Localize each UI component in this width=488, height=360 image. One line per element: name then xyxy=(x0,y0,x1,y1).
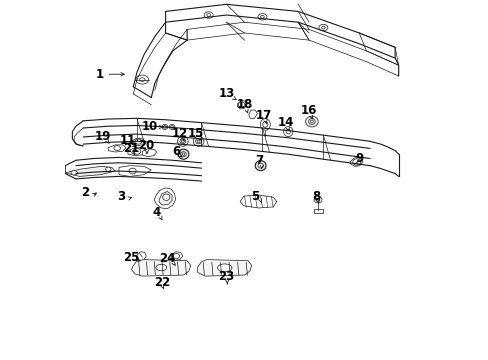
Polygon shape xyxy=(65,166,115,176)
Polygon shape xyxy=(154,188,175,209)
Polygon shape xyxy=(131,260,190,276)
Text: 1: 1 xyxy=(95,68,103,81)
Polygon shape xyxy=(159,192,172,205)
Ellipse shape xyxy=(195,139,201,144)
Polygon shape xyxy=(131,138,144,146)
Text: 9: 9 xyxy=(354,152,363,165)
Text: 14: 14 xyxy=(277,116,293,129)
Text: 17: 17 xyxy=(256,109,272,122)
Text: 25: 25 xyxy=(123,251,140,264)
Text: 15: 15 xyxy=(187,127,204,140)
Ellipse shape xyxy=(162,125,167,130)
Text: 24: 24 xyxy=(159,252,175,265)
Ellipse shape xyxy=(316,198,319,201)
Ellipse shape xyxy=(181,140,184,143)
Ellipse shape xyxy=(182,153,184,156)
Text: 7: 7 xyxy=(254,154,263,167)
Ellipse shape xyxy=(133,148,141,154)
Ellipse shape xyxy=(193,136,203,146)
Polygon shape xyxy=(128,148,145,156)
Text: 5: 5 xyxy=(251,190,259,203)
Ellipse shape xyxy=(258,14,266,20)
Ellipse shape xyxy=(178,149,188,159)
Text: 21: 21 xyxy=(123,142,140,155)
Polygon shape xyxy=(108,145,126,152)
Text: 18: 18 xyxy=(236,98,252,111)
Ellipse shape xyxy=(156,264,166,271)
Text: 4: 4 xyxy=(152,206,161,219)
Ellipse shape xyxy=(258,163,263,168)
Ellipse shape xyxy=(310,120,313,123)
Polygon shape xyxy=(248,110,257,118)
Polygon shape xyxy=(142,149,156,157)
Ellipse shape xyxy=(177,136,188,146)
Ellipse shape xyxy=(318,24,327,31)
Ellipse shape xyxy=(170,126,173,128)
Polygon shape xyxy=(197,260,251,276)
Text: 16: 16 xyxy=(300,104,317,117)
Polygon shape xyxy=(237,100,246,109)
Ellipse shape xyxy=(163,194,169,201)
Text: 10: 10 xyxy=(141,120,157,133)
Bar xyxy=(313,209,322,213)
Ellipse shape xyxy=(308,119,314,125)
Text: 20: 20 xyxy=(138,139,154,152)
Polygon shape xyxy=(171,252,183,260)
Text: 2: 2 xyxy=(81,186,89,199)
Ellipse shape xyxy=(352,159,360,165)
Polygon shape xyxy=(136,252,146,260)
Ellipse shape xyxy=(285,129,290,134)
Ellipse shape xyxy=(206,14,210,17)
Ellipse shape xyxy=(238,102,244,108)
Polygon shape xyxy=(349,158,362,166)
Polygon shape xyxy=(119,166,151,176)
Ellipse shape xyxy=(283,127,292,136)
Ellipse shape xyxy=(260,119,270,130)
Text: 6: 6 xyxy=(172,145,180,158)
Ellipse shape xyxy=(129,168,136,174)
Text: 11: 11 xyxy=(120,134,136,147)
Ellipse shape xyxy=(262,122,267,127)
Ellipse shape xyxy=(136,75,148,84)
Ellipse shape xyxy=(255,161,265,171)
Text: 12: 12 xyxy=(171,127,188,140)
Ellipse shape xyxy=(163,126,166,128)
Ellipse shape xyxy=(169,125,175,130)
Ellipse shape xyxy=(139,78,144,81)
Ellipse shape xyxy=(114,145,120,150)
Ellipse shape xyxy=(181,152,186,157)
Text: 22: 22 xyxy=(154,276,170,289)
Ellipse shape xyxy=(321,26,325,29)
Text: 19: 19 xyxy=(95,130,111,144)
Ellipse shape xyxy=(71,171,77,175)
Ellipse shape xyxy=(203,12,213,18)
Ellipse shape xyxy=(197,140,200,143)
Ellipse shape xyxy=(105,167,111,171)
Text: 8: 8 xyxy=(311,190,320,203)
Ellipse shape xyxy=(217,264,231,272)
Text: 23: 23 xyxy=(218,270,234,283)
Text: 13: 13 xyxy=(218,87,234,100)
Text: 3: 3 xyxy=(117,190,124,203)
Ellipse shape xyxy=(260,15,264,18)
Ellipse shape xyxy=(180,139,185,144)
Ellipse shape xyxy=(305,116,318,127)
Ellipse shape xyxy=(135,139,142,144)
Ellipse shape xyxy=(173,253,179,258)
Ellipse shape xyxy=(313,197,321,203)
Polygon shape xyxy=(240,195,276,208)
